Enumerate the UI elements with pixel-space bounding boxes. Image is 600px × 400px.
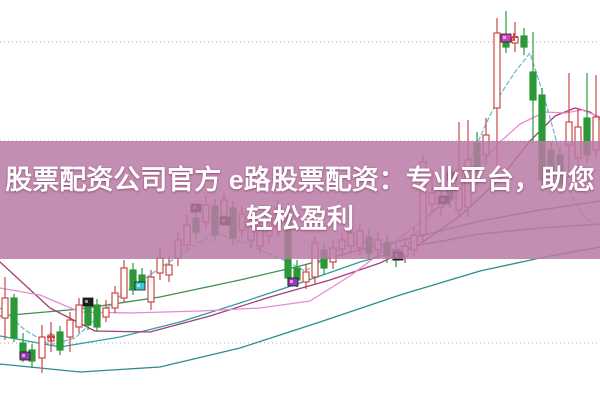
candle-body — [165, 264, 173, 276]
candle-body — [529, 71, 537, 101]
candle-body — [38, 336, 46, 359]
candle-body — [156, 257, 164, 274]
ma-long-teal-line — [0, 246, 600, 373]
candlestick-up — [165, 255, 173, 282]
candlestick-up — [120, 260, 128, 303]
candlestick-down — [129, 263, 137, 295]
candlestick-down — [10, 294, 18, 342]
candle-body — [66, 319, 74, 338]
candlestick-up — [1, 277, 9, 340]
marker-glyph — [503, 36, 506, 39]
candlestick-down — [502, 11, 510, 53]
candlestick-down — [56, 326, 64, 355]
candle-body — [147, 276, 155, 303]
candlestick-up — [75, 298, 83, 333]
promo-banner-line1: 股票配资公司官方 e路股票配资：专业平台，助您 — [5, 165, 595, 195]
candle-body — [1, 297, 9, 319]
promo-banner-overlay: 股票配资公司官方 e路股票配资：专业平台，助您 轻松盈利 — [0, 141, 600, 259]
candle-body — [93, 304, 101, 328]
candle-body — [120, 267, 128, 299]
candle-body — [75, 304, 83, 328]
candle-body — [520, 35, 528, 48]
candle-body — [493, 32, 501, 109]
marker-glyph — [22, 354, 25, 357]
marker-glyph — [290, 280, 293, 283]
signal-box-marker — [82, 297, 94, 307]
marker-glyph — [137, 284, 140, 287]
promo-banner-line2: 轻松盈利 — [246, 204, 354, 234]
candle-body — [102, 307, 110, 318]
candlestick-up — [111, 286, 119, 313]
candlestick-down — [520, 28, 528, 55]
signal-box-marker — [500, 33, 512, 43]
candlestick-up — [66, 312, 74, 352]
candle-body — [84, 306, 92, 326]
candlestick-up — [102, 300, 110, 322]
candlestick-down — [529, 32, 537, 142]
candle-body — [129, 269, 137, 291]
signal-box-marker — [19, 351, 31, 361]
marker-glyph — [85, 300, 88, 303]
candle-body — [56, 331, 64, 351]
candle-body — [111, 292, 119, 309]
candlestick-up — [38, 325, 46, 373]
signal-box-marker — [287, 277, 299, 287]
signal-cross-marker — [510, 33, 518, 41]
candle-body — [10, 297, 18, 339]
signal-box-marker — [134, 281, 146, 291]
candlestick-up — [302, 264, 310, 289]
candlestick-up — [147, 270, 155, 310]
candlestick-down — [93, 299, 101, 332]
signal-cross-marker — [47, 333, 55, 341]
candle-body — [302, 271, 310, 283]
